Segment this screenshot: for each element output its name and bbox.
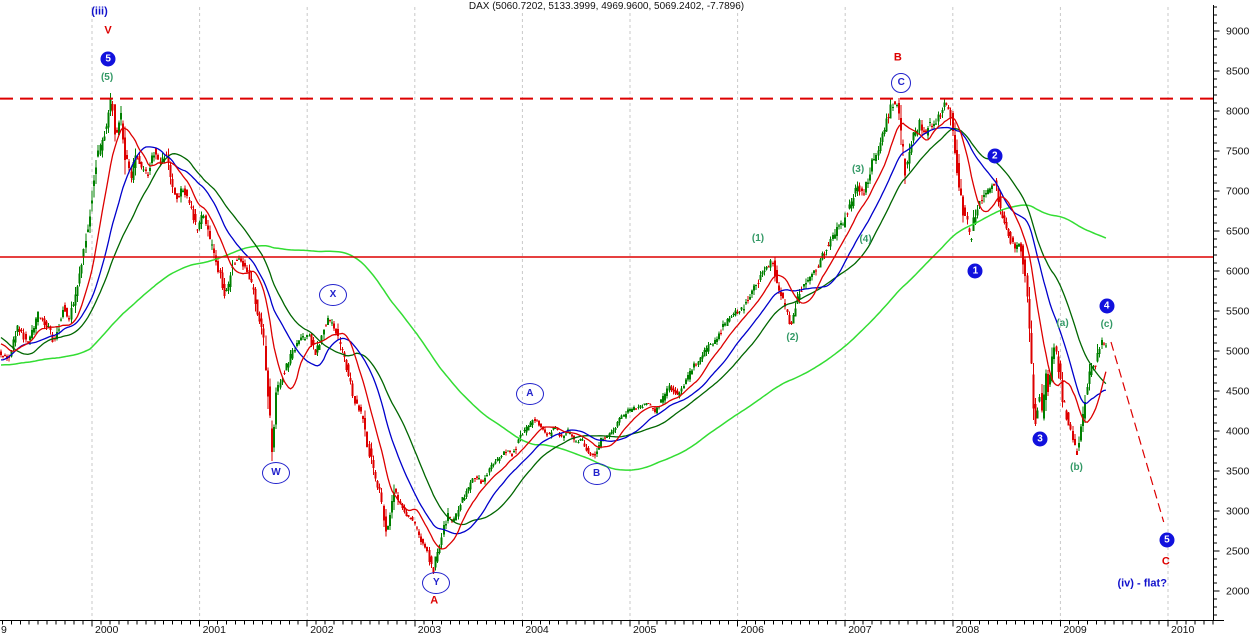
ma-long-lightgreen: [0, 204, 1107, 471]
svg-text:2006: 2006: [741, 624, 765, 636]
svg-text:2010: 2010: [1171, 624, 1195, 636]
candlesticks: [0, 93, 1107, 574]
svg-text:2008: 2008: [956, 624, 980, 636]
ma-fast-red: [0, 117, 1107, 550]
svg-text:2500: 2500: [1226, 546, 1250, 558]
svg-text:2004: 2004: [525, 624, 549, 636]
svg-text:2002: 2002: [310, 624, 334, 636]
year-gridlines: [91, 7, 1169, 620]
svg-text:2005: 2005: [633, 624, 657, 636]
chart-title: DAX (5060.7202, 5133.3999, 4969.9600, 50…: [468, 1, 745, 12]
y-axis: 9000 8500 8000 7500 7000 6500 6000 5500 5000 4500…: [1213, 5, 1250, 621]
svg-text:3000: 3000: [1226, 506, 1250, 518]
svg-text:8500: 8500: [1226, 66, 1250, 78]
svg-text:2003: 2003: [418, 624, 442, 636]
svg-text:2000: 2000: [1226, 586, 1250, 598]
svg-text:8000: 8000: [1226, 106, 1250, 118]
svg-text:7000: 7000: [1226, 186, 1250, 198]
x-axis: 9 2000 2001 2002 2003 2004 2005 2006 2007 2008 200…: [0, 620, 1224, 636]
svg-text:2001: 2001: [203, 624, 227, 636]
svg-text:7500: 7500: [1226, 146, 1250, 158]
svg-text:6500: 6500: [1226, 226, 1250, 238]
moving-average-lines: [0, 117, 1107, 550]
ma-slow-darkgreen: [0, 127, 1107, 526]
wave5-projection: [1110, 341, 1165, 523]
svg-text:4000: 4000: [1226, 426, 1250, 438]
svg-text:2000: 2000: [95, 624, 119, 636]
svg-text:5500: 5500: [1226, 306, 1250, 318]
horizontal-level-lines: [0, 97, 1214, 523]
svg-text:6000: 6000: [1226, 266, 1250, 278]
svg-text:5000: 5000: [1226, 346, 1250, 358]
svg-text:2009: 2009: [1063, 624, 1087, 636]
svg-text:9: 9: [1, 624, 7, 636]
svg-text:2007: 2007: [848, 624, 872, 636]
svg-text:3500: 3500: [1226, 466, 1250, 478]
svg-text:4500: 4500: [1226, 386, 1250, 398]
ma-medium-blue: [1, 126, 1107, 535]
svg-text:9000: 9000: [1226, 26, 1250, 38]
